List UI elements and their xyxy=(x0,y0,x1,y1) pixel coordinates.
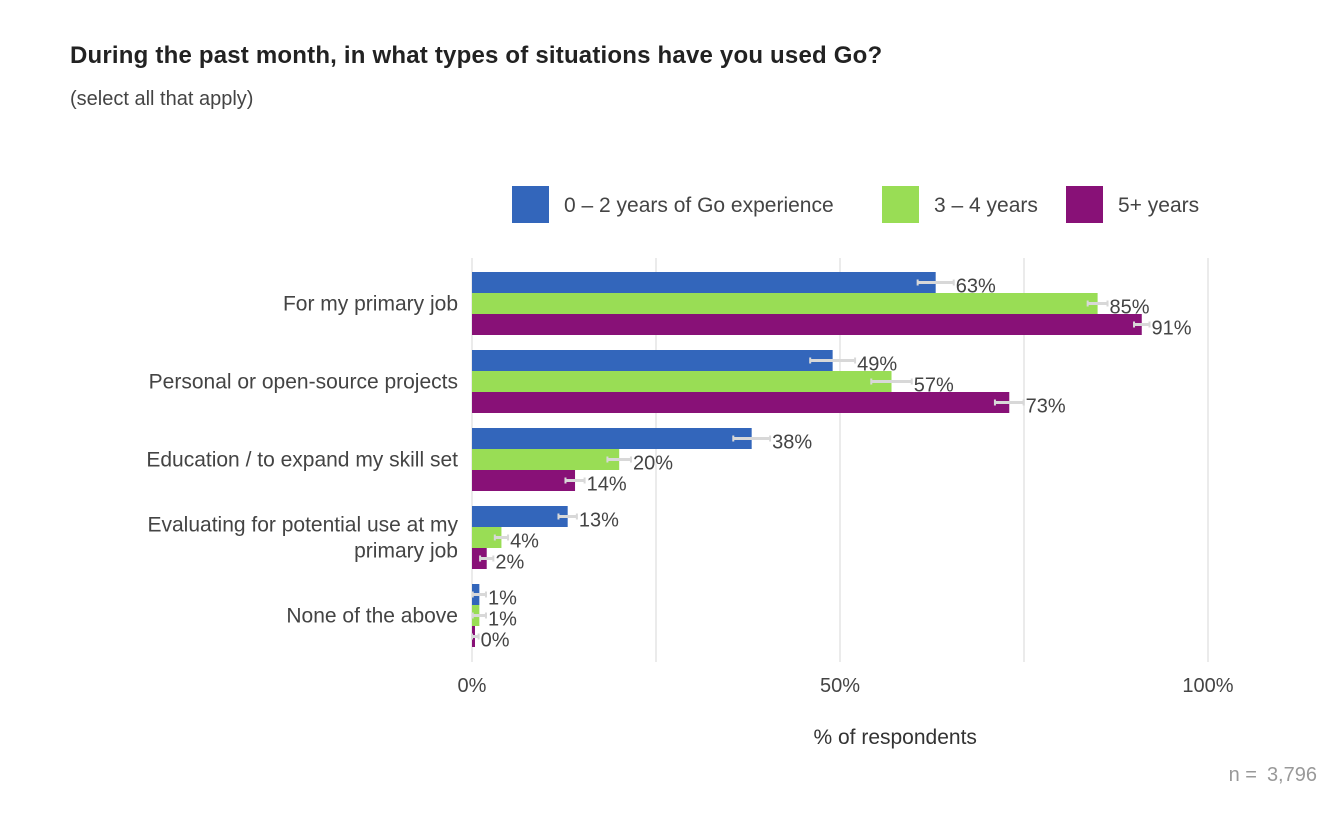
chart-title: During the past month, in what types of … xyxy=(70,42,883,69)
legend-label: 5+ years xyxy=(1118,194,1199,217)
legend-swatch xyxy=(512,186,549,223)
x-tick-label: 100% xyxy=(1182,675,1233,697)
x-tick-label: 0% xyxy=(458,675,487,697)
data-label: 38% xyxy=(772,432,812,454)
bar xyxy=(472,449,620,470)
data-label: 0% xyxy=(481,630,510,652)
bar xyxy=(472,293,1098,314)
bar xyxy=(472,350,833,371)
data-label: 14% xyxy=(587,474,627,496)
bar xyxy=(472,470,576,491)
category-label: Personal or open-source projects xyxy=(149,371,458,394)
data-label: 4% xyxy=(510,531,539,553)
category-label: Evaluating for potential use at my xyxy=(147,514,458,537)
category-label: Education / to expand my skill set xyxy=(146,449,458,472)
bar xyxy=(472,527,502,548)
chart-subtitle: (select all that apply) xyxy=(70,88,254,110)
data-label: 63% xyxy=(956,276,996,298)
data-label: 57% xyxy=(914,375,954,397)
category-label: None of the above xyxy=(286,605,458,628)
sample-size-label: n = xyxy=(1228,764,1257,786)
legend-swatch xyxy=(882,186,919,223)
bar xyxy=(472,392,1010,413)
data-label: 85% xyxy=(1110,297,1150,319)
bar xyxy=(472,272,936,293)
category-label: For my primary job xyxy=(283,293,458,316)
data-label: 73% xyxy=(1026,396,1066,418)
data-label: 13% xyxy=(579,510,619,532)
x-axis-label: % of respondents xyxy=(813,726,976,749)
legend-label: 3 – 4 years xyxy=(934,194,1038,217)
legend-swatch xyxy=(1066,186,1103,223)
bar xyxy=(472,314,1142,335)
data-label: 2% xyxy=(495,552,524,574)
data-label: 1% xyxy=(488,609,517,631)
data-label: 1% xyxy=(488,588,517,610)
sample-size-value: 3,796 xyxy=(1266,764,1317,786)
data-label: 91% xyxy=(1151,318,1191,340)
category-label: primary job xyxy=(354,540,458,563)
data-label: 49% xyxy=(857,354,897,376)
bar xyxy=(472,428,752,449)
legend-label: 0 – 2 years of Go experience xyxy=(564,194,834,217)
x-tick-label: 50% xyxy=(820,675,860,697)
bar xyxy=(472,506,568,527)
sample-size: n = 3,796 xyxy=(1219,764,1317,787)
data-label: 20% xyxy=(633,453,673,475)
bar xyxy=(472,371,892,392)
